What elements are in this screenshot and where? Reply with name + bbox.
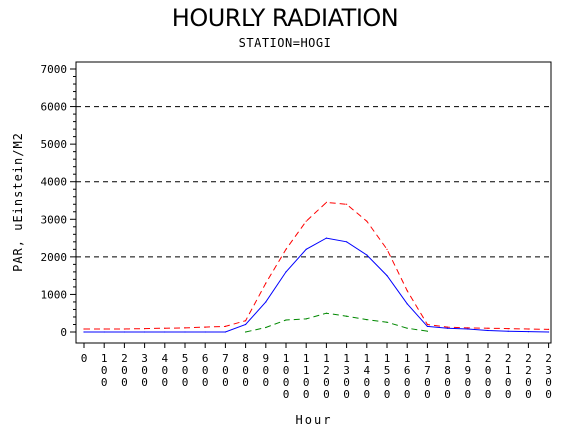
data-point	[164, 327, 166, 329]
data-point	[447, 326, 449, 328]
data-point	[224, 331, 226, 333]
data-point	[305, 318, 307, 320]
data-point	[325, 237, 327, 239]
y-tick-label: 5000	[41, 138, 68, 151]
data-point	[245, 320, 247, 322]
data-point	[204, 331, 206, 333]
data-point	[366, 254, 368, 256]
data-point	[467, 327, 469, 329]
y-tick-label: 7000	[41, 63, 68, 76]
data-point	[305, 248, 307, 250]
data-point	[346, 203, 348, 205]
data-point	[184, 331, 186, 333]
chart-title: HOURLY RADIATION	[171, 4, 399, 32]
y-tick-label: 4000	[41, 176, 68, 189]
data-point	[447, 327, 449, 329]
data-point	[507, 330, 509, 332]
data-point	[507, 328, 509, 330]
data-point	[285, 271, 287, 273]
y-tick-label: 1000	[41, 288, 68, 301]
data-point	[487, 327, 489, 329]
data-point	[386, 321, 388, 323]
data-point	[103, 328, 105, 330]
y-tick-label: 2000	[41, 251, 68, 264]
x-axis-title: Hour	[296, 413, 333, 427]
data-point	[467, 328, 469, 330]
data-point	[285, 319, 287, 321]
chart-subtitle: STATION=HOGI	[238, 36, 332, 50]
data-point	[144, 331, 146, 333]
data-point	[487, 329, 489, 332]
y-tick-label: 0	[60, 326, 67, 339]
data-point	[325, 312, 327, 314]
data-point	[204, 326, 206, 328]
data-point	[164, 331, 166, 333]
data-point	[184, 327, 186, 329]
data-point	[83, 331, 85, 333]
data-point	[123, 331, 125, 333]
data-point	[426, 330, 428, 332]
data-point	[83, 328, 85, 330]
series-line-1	[84, 201, 549, 330]
data-point	[285, 248, 287, 250]
data-point	[426, 325, 428, 327]
data-point	[386, 248, 388, 250]
data-point	[123, 328, 125, 330]
data-point	[224, 325, 226, 327]
data-point	[406, 303, 408, 305]
data-point	[265, 282, 267, 284]
data-point	[406, 327, 408, 329]
data-point	[386, 275, 388, 277]
data-point	[346, 241, 348, 243]
data-point	[144, 328, 146, 330]
data-point	[305, 220, 307, 222]
data-point	[406, 290, 408, 292]
data-point	[103, 331, 105, 333]
data-point	[527, 331, 530, 333]
data-point	[325, 201, 327, 203]
series-line-2	[84, 237, 549, 333]
data-point	[366, 319, 368, 321]
data-point	[346, 315, 348, 317]
data-point	[265, 326, 267, 329]
y-tick-label: 3000	[41, 213, 68, 226]
data-point	[527, 328, 530, 330]
data-point	[245, 331, 247, 333]
data-point	[366, 220, 368, 222]
x-tick-label: 0	[81, 352, 88, 365]
data-point	[245, 323, 247, 326]
y-axis-title: PAR, uEinstein/M2	[11, 132, 25, 272]
plot-frame	[75, 61, 552, 344]
data-point	[548, 331, 550, 333]
data-point	[426, 323, 428, 326]
y-tick-label: 6000	[41, 101, 68, 114]
data-point	[265, 301, 267, 303]
data-point	[548, 328, 550, 330]
series-line-3	[245, 312, 428, 333]
